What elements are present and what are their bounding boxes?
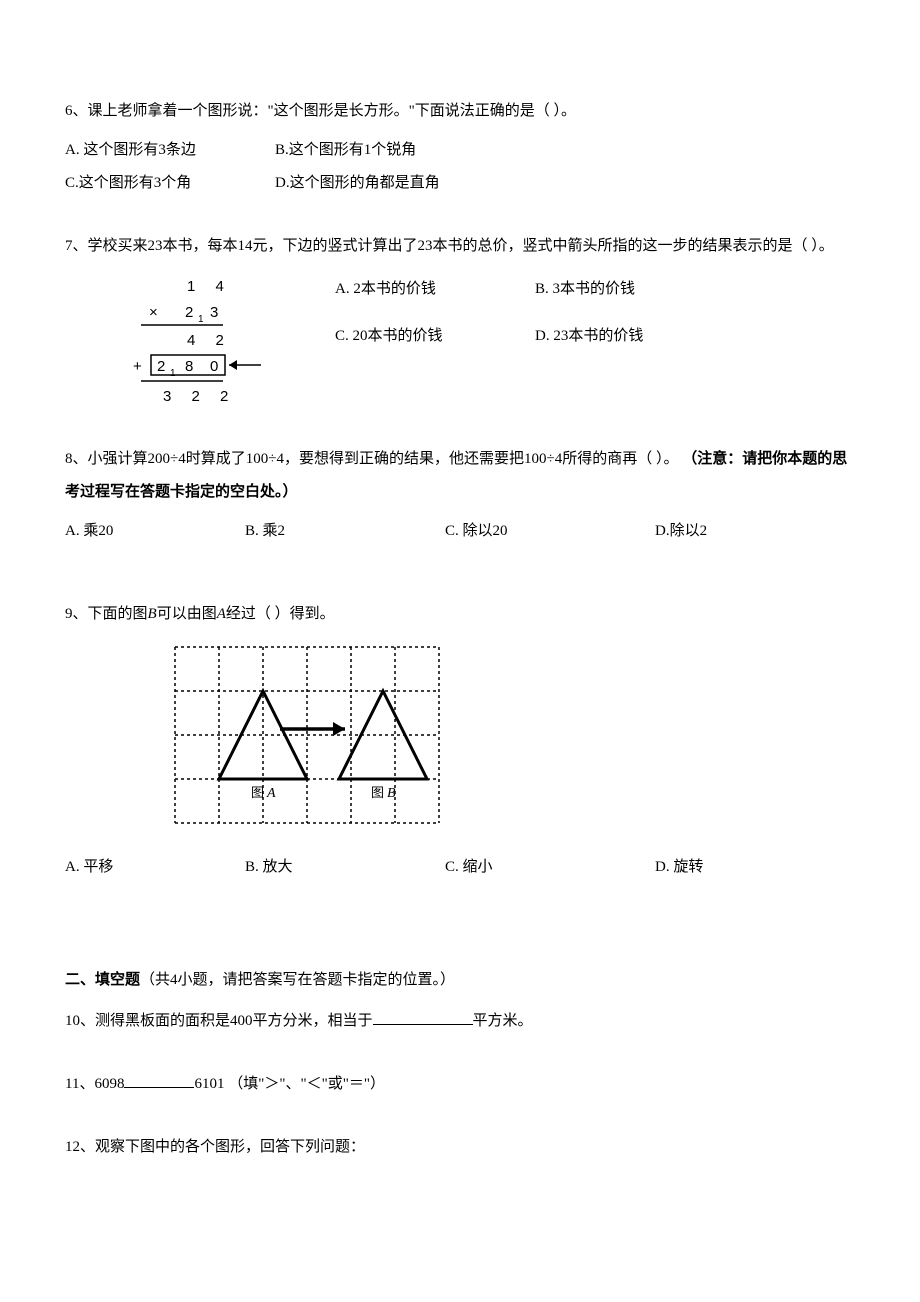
question-12: 12、观察下图中的各个图形，回答下列问题： [65, 1131, 855, 1164]
question-8: 8、小强计算200÷4时算成了100÷4，要想得到正确的结果，他还需要把100÷… [65, 443, 855, 548]
grid-triangles-diagram: 图A 图B [165, 637, 455, 832]
svg-text:2: 2 [157, 358, 165, 375]
svg-text:4 2: 4 2 [187, 332, 232, 349]
q11-text-p1: 11、6098 [65, 1076, 124, 1092]
q9-text-p2: 可以由图 [157, 606, 217, 622]
q8-option-c: C. 除以20 [445, 515, 645, 548]
q10-text-p1: 10、测得黑板面的面积是400平方分米，相当于 [65, 1013, 373, 1029]
q8-option-b: B. 乘2 [245, 515, 435, 548]
q7-options: A. 2本书的价钱 B. 3本书的价钱 C. 20本书的价钱 D. 23本书的价… [335, 273, 735, 353]
q9-option-a: A. 平移 [65, 851, 235, 884]
q7-body: 1 4 × 2 1 3 4 2 + 2 1 8 0 3 2 2 [65, 273, 855, 413]
q7-vertical-calculation: 1 4 × 2 1 3 4 2 + 2 1 8 0 3 2 2 [105, 273, 275, 413]
q9-italic-a: A [217, 606, 226, 622]
section-2-header: 二、填空题（共4小题，请把答案写在答题卡指定的位置。） [65, 964, 855, 997]
q8-text: 8、小强计算200÷4时算成了100÷4，要想得到正确的结果，他还需要把100÷… [65, 443, 855, 509]
q9-translation-figure: 图A 图B [165, 637, 855, 845]
q7-option-b: B. 3本书的价钱 [535, 273, 735, 306]
q6-options-row2: C.这个图形有3个角 D.这个图形的角都是直角 [65, 167, 855, 200]
svg-text:0: 0 [210, 358, 218, 375]
q9-option-c: C. 缩小 [445, 851, 645, 884]
q6-option-a: A. 这个图形有3条边 [65, 134, 265, 167]
q9-options: A. 平移 B. 放大 C. 缩小 D. 旋转 [65, 851, 855, 884]
svg-text:1 4: 1 4 [187, 278, 232, 295]
question-7: 7、学校买来23本书，每本14元，下边的竖式计算出了23本书的总价，竖式中箭头所… [65, 230, 855, 413]
q7-options-row1: A. 2本书的价钱 B. 3本书的价钱 [335, 273, 735, 306]
q8-option-d: D.除以2 [655, 515, 707, 548]
svg-text:2: 2 [185, 304, 193, 321]
q7-text: 7、学校买来23本书，每本14元，下边的竖式计算出了23本书的总价，竖式中箭头所… [65, 230, 855, 263]
q7-options-row2: C. 20本书的价钱 D. 23本书的价钱 [335, 320, 735, 353]
q11-text-p2: 6101 （填"＞"、"＜"或"＝"） [194, 1076, 385, 1092]
q9-text-p3: 经过（ ）得到。 [226, 606, 335, 622]
q7-option-d: D. 23本书的价钱 [535, 320, 735, 353]
svg-text:图: 图 [371, 785, 384, 800]
q8-text-main: 8、小强计算200÷4时算成了100÷4，要想得到正确的结果，他还需要把100÷… [65, 451, 682, 467]
q9-italic-b: B [148, 606, 157, 622]
question-10: 10、测得黑板面的面积是400平方分米，相当于 平方米。 [65, 1005, 855, 1038]
question-11: 11、6098 6101 （填"＞"、"＜"或"＝"） [65, 1068, 855, 1101]
q6-options-row1: A. 这个图形有3条边 B.这个图形有1个锐角 [65, 134, 855, 167]
q6-option-c: C.这个图形有3个角 [65, 167, 265, 200]
question-6: 6、课上老师拿着一个图形说："这个图形是长方形。"下面说法正确的是（ ）。 A.… [65, 95, 855, 200]
svg-text:A: A [266, 786, 276, 801]
svg-text:3: 3 [210, 304, 218, 321]
q8-option-a: A. 乘20 [65, 515, 235, 548]
svg-text:图: 图 [251, 785, 264, 800]
q6-text: 6、课上老师拿着一个图形说："这个图形是长方形。"下面说法正确的是（ ）。 [65, 95, 855, 128]
q11-blank [124, 1087, 194, 1088]
q9-text: 9、下面的图B可以由图A经过（ ）得到。 [65, 598, 855, 631]
q10-blank [373, 1024, 473, 1025]
q10-text-p2: 平方米。 [473, 1013, 533, 1029]
multiplication-diagram: 1 4 × 2 1 3 4 2 + 2 1 8 0 3 2 2 [105, 273, 275, 413]
q6-option-b: B.这个图形有1个锐角 [275, 134, 416, 167]
q9-text-p1: 9、下面的图 [65, 606, 148, 622]
q9-option-d: D. 旋转 [655, 851, 703, 884]
section-2-title-normal: （共4小题，请把答案写在答题卡指定的位置。） [140, 972, 455, 988]
section-2-title-bold: 二、填空题 [65, 972, 140, 988]
q9-option-b: B. 放大 [245, 851, 435, 884]
svg-text:8: 8 [185, 358, 193, 375]
svg-text:+: + [133, 358, 142, 375]
q6-option-d: D.这个图形的角都是直角 [275, 167, 440, 200]
question-9: 9、下面的图B可以由图A经过（ ）得到。 图A [65, 598, 855, 884]
q8-options: A. 乘20 B. 乘2 C. 除以20 D.除以2 [65, 515, 855, 548]
q12-text: 12、观察下图中的各个图形，回答下列问题： [65, 1139, 365, 1155]
q7-option-a: A. 2本书的价钱 [335, 273, 535, 306]
svg-text:3 2 2: 3 2 2 [163, 388, 236, 405]
svg-text:×: × [149, 304, 158, 321]
svg-text:1: 1 [170, 368, 176, 379]
q7-option-c: C. 20本书的价钱 [335, 320, 535, 353]
svg-text:B: B [387, 786, 396, 801]
svg-text:1: 1 [198, 314, 204, 325]
